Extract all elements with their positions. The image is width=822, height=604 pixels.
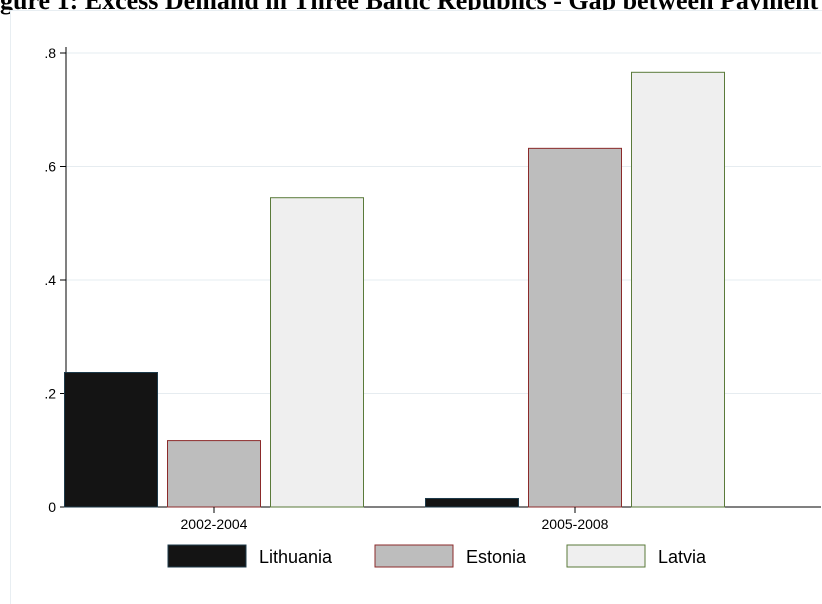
bar-estonia-2002-2004 (167, 440, 261, 508)
bar-lithuania-2002-2004 (64, 372, 158, 508)
legend-label-estonia: Estonia (466, 547, 527, 567)
bar-lithuania-2005-2008 (425, 497, 519, 508)
legend-swatch-latvia (566, 544, 646, 568)
legend-label-lithuania: Lithuania (259, 547, 333, 567)
y-tick-label: .4 (44, 272, 56, 288)
y-tick-label: .6 (44, 159, 56, 175)
legend-label-latvia: Latvia (658, 547, 707, 567)
y-tick-label: 0 (48, 499, 56, 515)
bar-latvia-2005-2008 (631, 71, 725, 508)
x-tick-label: 2005-2008 (542, 516, 609, 532)
x-tick-label: 2002-2004 (181, 516, 248, 532)
legend-swatch-estonia (374, 544, 454, 568)
chart-panel: 0 .2 .4 .6 .8 2002-2004 2005-2008 Lithuania Esto… (10, 10, 822, 604)
y-tick-label: .2 (44, 386, 56, 402)
legend-swatch-lithuania (167, 544, 247, 568)
bar-estonia-2005-2008 (528, 147, 622, 508)
bar-latvia-2002-2004 (270, 197, 364, 508)
y-tick-label: .8 (44, 45, 56, 61)
bar-chart: 0 .2 .4 .6 .8 2002-2004 2005-2008 Lithuania Esto… (44, 45, 821, 568)
